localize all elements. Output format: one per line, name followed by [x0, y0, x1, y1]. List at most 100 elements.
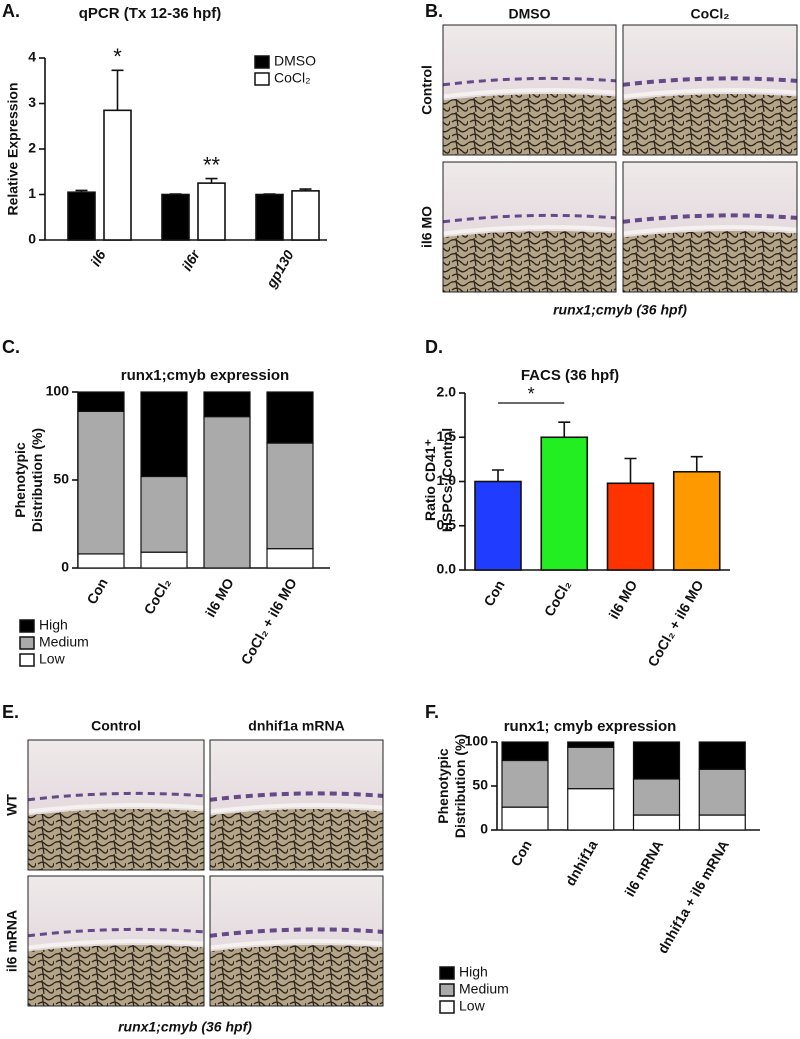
error-bar: [690, 455, 703, 472]
chart-title: runx1; cmyb expression: [504, 718, 677, 735]
caption: runx1;cmyb (36 hpf): [553, 302, 687, 318]
micrograph-border: [209, 739, 384, 871]
bar: [672, 470, 721, 571]
yolk-extension: [210, 809, 383, 870]
bar: [103, 109, 132, 241]
y-tick-label: 50: [53, 471, 69, 487]
chart-title: runx1;cmyb expression: [121, 367, 289, 384]
notochord-edge: [622, 225, 798, 236]
legend-swatch: [439, 1000, 455, 1014]
x-tick-label: dnhif1a + il6 mRNA: [654, 837, 732, 956]
bar-segment: [77, 410, 125, 555]
panel-letter: F.: [425, 702, 439, 722]
micrograph-border: [27, 739, 205, 871]
bar-segment: [266, 391, 314, 444]
bar-segment: [501, 759, 549, 808]
significance: *: [528, 384, 535, 404]
bar-segment: [632, 778, 681, 816]
legend-label: CoCl₂: [274, 70, 311, 86]
column-label: Control: [91, 718, 141, 734]
bar: [161, 193, 190, 241]
x-tick-label: il6r: [178, 246, 203, 274]
yolk-extension: [210, 945, 383, 1006]
legend-swatch: [254, 72, 270, 86]
legend-label: DMSO: [274, 53, 316, 69]
row-label: WT: [4, 794, 20, 816]
error-bar: [492, 469, 504, 482]
bar-segment: [567, 741, 615, 748]
bar: [540, 436, 589, 571]
y-axis-label: Phenotypic: [435, 748, 451, 824]
x-tick-label: CoCl₂: [141, 575, 174, 617]
stain: [442, 76, 617, 87]
x-tick-label: il6 MO: [202, 575, 237, 619]
panel-letter: B.: [425, 1, 443, 21]
micrograph-border: [27, 875, 205, 1007]
column-label: DMSO: [509, 6, 551, 22]
chart-title: FACS (36 hpf): [521, 367, 619, 384]
error-bar: [624, 457, 637, 484]
y-axis-label: HSPCs /Control: [439, 428, 455, 532]
y-axis-label: Distribution (%): [452, 734, 468, 838]
stain: [209, 791, 384, 802]
y-tick-label: 0: [28, 231, 36, 247]
bar: [255, 193, 284, 241]
y-tick-label: 0.5: [437, 516, 457, 532]
stain: [209, 927, 384, 938]
x-tick-label: dnhif1a: [562, 837, 601, 888]
x-tick-label: il6 mRNA: [621, 837, 666, 899]
y-tick-label: 1: [28, 185, 36, 201]
stain: [622, 213, 798, 224]
bar: [474, 480, 522, 571]
x-tick-label: il6 MO: [605, 577, 640, 621]
yolk-extension: [28, 945, 204, 1006]
micrograph-border: [622, 24, 798, 156]
notochord-edge: [209, 939, 384, 950]
notochord-edge: [209, 803, 384, 814]
bar-segment: [698, 741, 746, 770]
panel-letter: D.: [425, 337, 443, 357]
significance: *: [113, 44, 122, 69]
y-axis-label: Ratio CD41⁺: [422, 439, 438, 521]
x-tick-label: CoCl₂: [541, 577, 574, 619]
y-tick-label: 100: [46, 383, 70, 399]
yolk-extension: [623, 231, 797, 292]
x-tick-label: il6: [87, 247, 109, 269]
y-tick-label: 3: [28, 94, 36, 110]
legend-label: Medium: [39, 634, 89, 650]
bar-segment: [501, 741, 549, 762]
x-tick-label: CoCl₂ + il6 MO: [644, 577, 706, 669]
yolk-extension: [28, 809, 204, 870]
chart-title: qPCR (Tx 12-36 hpf): [79, 5, 222, 22]
yolk-extension: [443, 94, 616, 155]
notochord-edge: [27, 803, 205, 814]
y-tick-label: 4: [28, 49, 36, 65]
y-axis-label: Phenotypic: [12, 442, 28, 518]
bar: [606, 482, 655, 571]
bar-segment: [77, 553, 125, 569]
legend-swatch: [19, 619, 35, 633]
micrograph-border: [442, 161, 617, 293]
row-label: il6 mRNA: [4, 910, 20, 972]
row-label: il6 MO: [419, 206, 435, 248]
column-label: CoCl₂: [691, 6, 730, 22]
legend-swatch: [439, 966, 455, 980]
bar-segment: [567, 788, 615, 831]
bar-segment: [140, 475, 188, 553]
y-axis-label: Distribution (%): [29, 428, 45, 532]
legend-label: High: [39, 617, 68, 633]
yolk-extension: [623, 94, 797, 155]
y-tick-label: 0: [61, 559, 69, 575]
bar-segment: [501, 806, 549, 831]
bar-segment: [698, 768, 746, 816]
error-bar: [558, 421, 571, 438]
notochord-edge: [442, 88, 617, 99]
bar-segment: [632, 814, 681, 831]
stain: [442, 213, 617, 224]
bar-segment: [632, 741, 681, 780]
x-tick-label: CoCl₂ + il6 MO: [238, 575, 300, 667]
bar: [67, 191, 96, 241]
panel-letter: C.: [2, 337, 20, 357]
column-label: dnhif1a mRNA: [248, 718, 344, 734]
